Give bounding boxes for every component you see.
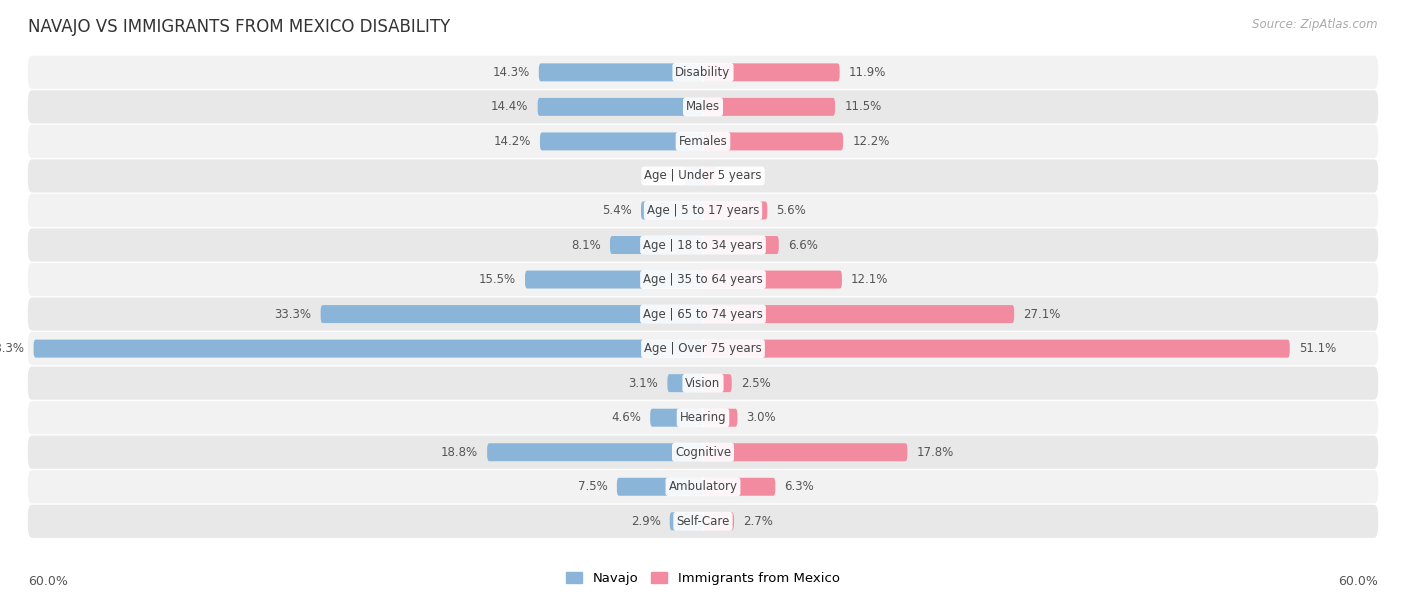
Text: 60.0%: 60.0%	[28, 575, 67, 588]
Text: 2.7%: 2.7%	[744, 515, 773, 528]
FancyBboxPatch shape	[703, 374, 731, 392]
FancyBboxPatch shape	[28, 332, 1378, 365]
Text: 14.2%: 14.2%	[494, 135, 531, 148]
FancyBboxPatch shape	[486, 443, 703, 461]
Text: Females: Females	[679, 135, 727, 148]
Text: 3.0%: 3.0%	[747, 411, 776, 424]
Text: Age | Under 5 years: Age | Under 5 years	[644, 170, 762, 182]
FancyBboxPatch shape	[703, 340, 1289, 357]
Text: Disability: Disability	[675, 66, 731, 79]
Text: 12.2%: 12.2%	[852, 135, 890, 148]
Text: 11.9%: 11.9%	[849, 66, 886, 79]
FancyBboxPatch shape	[703, 512, 734, 530]
Text: 11.5%: 11.5%	[844, 100, 882, 113]
Legend: Navajo, Immigrants from Mexico: Navajo, Immigrants from Mexico	[561, 566, 845, 590]
Text: 5.6%: 5.6%	[776, 204, 806, 217]
FancyBboxPatch shape	[524, 271, 703, 288]
FancyBboxPatch shape	[28, 56, 1378, 89]
FancyBboxPatch shape	[28, 263, 1378, 296]
FancyBboxPatch shape	[28, 194, 1378, 227]
Text: 5.4%: 5.4%	[602, 204, 631, 217]
FancyBboxPatch shape	[703, 271, 842, 288]
FancyBboxPatch shape	[703, 64, 839, 81]
Text: Vision: Vision	[685, 376, 721, 390]
Text: Age | 5 to 17 years: Age | 5 to 17 years	[647, 204, 759, 217]
Text: Ambulatory: Ambulatory	[668, 480, 738, 493]
FancyBboxPatch shape	[28, 159, 1378, 193]
FancyBboxPatch shape	[538, 64, 703, 81]
FancyBboxPatch shape	[28, 91, 1378, 124]
FancyBboxPatch shape	[669, 512, 703, 530]
FancyBboxPatch shape	[28, 401, 1378, 435]
Text: 6.6%: 6.6%	[787, 239, 818, 252]
Text: 6.3%: 6.3%	[785, 480, 814, 493]
FancyBboxPatch shape	[703, 443, 907, 461]
FancyBboxPatch shape	[650, 409, 703, 427]
Text: 33.3%: 33.3%	[274, 308, 312, 321]
FancyBboxPatch shape	[703, 167, 717, 185]
Text: Source: ZipAtlas.com: Source: ZipAtlas.com	[1253, 18, 1378, 31]
FancyBboxPatch shape	[34, 340, 703, 357]
FancyBboxPatch shape	[28, 367, 1378, 400]
Text: Age | 65 to 74 years: Age | 65 to 74 years	[643, 308, 763, 321]
Text: 17.8%: 17.8%	[917, 446, 953, 459]
FancyBboxPatch shape	[28, 505, 1378, 538]
Text: 60.0%: 60.0%	[1339, 575, 1378, 588]
FancyBboxPatch shape	[28, 470, 1378, 503]
FancyBboxPatch shape	[537, 98, 703, 116]
FancyBboxPatch shape	[610, 236, 703, 254]
FancyBboxPatch shape	[28, 297, 1378, 330]
FancyBboxPatch shape	[321, 305, 703, 323]
Text: 58.3%: 58.3%	[0, 342, 24, 355]
Text: 14.4%: 14.4%	[491, 100, 529, 113]
Text: Hearing: Hearing	[679, 411, 727, 424]
Text: 2.5%: 2.5%	[741, 376, 770, 390]
Text: Age | 35 to 64 years: Age | 35 to 64 years	[643, 273, 763, 286]
Text: 7.5%: 7.5%	[578, 480, 607, 493]
Text: 4.6%: 4.6%	[612, 411, 641, 424]
FancyBboxPatch shape	[703, 201, 768, 220]
Text: 51.1%: 51.1%	[1299, 342, 1336, 355]
Text: 1.6%: 1.6%	[645, 170, 675, 182]
FancyBboxPatch shape	[703, 305, 1014, 323]
Text: Age | 18 to 34 years: Age | 18 to 34 years	[643, 239, 763, 252]
Text: Self-Care: Self-Care	[676, 515, 730, 528]
FancyBboxPatch shape	[703, 409, 738, 427]
Text: 2.9%: 2.9%	[631, 515, 661, 528]
Text: Males: Males	[686, 100, 720, 113]
FancyBboxPatch shape	[641, 201, 703, 220]
Text: 15.5%: 15.5%	[478, 273, 516, 286]
FancyBboxPatch shape	[617, 478, 703, 496]
FancyBboxPatch shape	[668, 374, 703, 392]
FancyBboxPatch shape	[28, 436, 1378, 469]
Text: 1.2%: 1.2%	[725, 170, 756, 182]
Text: 12.1%: 12.1%	[851, 273, 889, 286]
Text: 8.1%: 8.1%	[571, 239, 600, 252]
FancyBboxPatch shape	[703, 478, 775, 496]
FancyBboxPatch shape	[28, 228, 1378, 261]
Text: 18.8%: 18.8%	[441, 446, 478, 459]
FancyBboxPatch shape	[685, 167, 703, 185]
FancyBboxPatch shape	[703, 98, 835, 116]
FancyBboxPatch shape	[28, 125, 1378, 158]
Text: 27.1%: 27.1%	[1024, 308, 1060, 321]
FancyBboxPatch shape	[703, 236, 779, 254]
FancyBboxPatch shape	[703, 132, 844, 151]
Text: Age | Over 75 years: Age | Over 75 years	[644, 342, 762, 355]
Text: 3.1%: 3.1%	[628, 376, 658, 390]
FancyBboxPatch shape	[540, 132, 703, 151]
Text: Cognitive: Cognitive	[675, 446, 731, 459]
Text: NAVAJO VS IMMIGRANTS FROM MEXICO DISABILITY: NAVAJO VS IMMIGRANTS FROM MEXICO DISABIL…	[28, 18, 450, 36]
Text: 14.3%: 14.3%	[492, 66, 530, 79]
